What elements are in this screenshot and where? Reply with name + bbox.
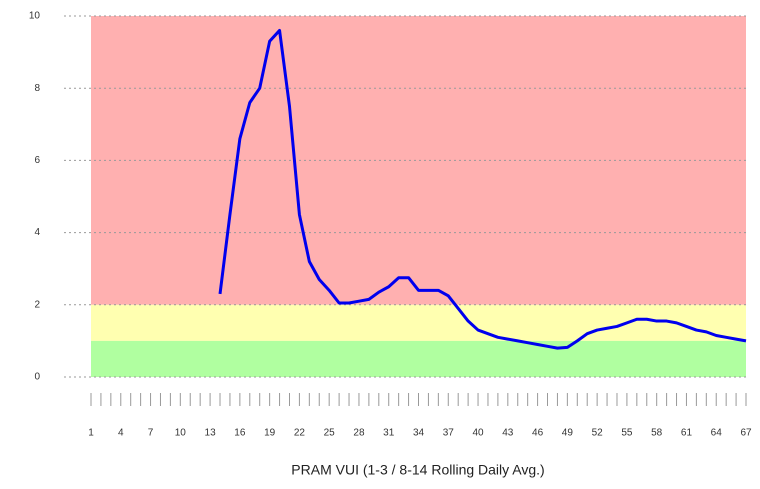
x-tick-label: 61 (681, 428, 693, 439)
x-tick-label: 40 (472, 428, 484, 439)
x-tick-label: 49 (562, 428, 574, 439)
chart-title: PRAM VUI (1-3 / 8-14 Rolling Daily Avg.) (291, 462, 544, 478)
y-tick-label: 4 (34, 227, 40, 238)
x-tick-label: 22 (294, 428, 306, 439)
y-tick-label: 10 (29, 11, 41, 22)
x-tick-label: 37 (443, 428, 455, 439)
x-tick-label: 28 (353, 428, 365, 439)
x-tick-label: 58 (651, 428, 663, 439)
x-tick-label: 25 (324, 428, 336, 439)
x-tick-label: 55 (621, 428, 633, 439)
x-tick-label: 46 (532, 428, 544, 439)
x-tick-label: 19 (264, 428, 276, 439)
data-line (218, 28, 747, 350)
x-tick-label: 34 (413, 428, 425, 439)
y-tick-label: 0 (34, 372, 40, 383)
x-tick-label: 43 (502, 428, 514, 439)
x-tick-label: 13 (205, 428, 217, 439)
y-tick-label: 2 (34, 299, 40, 310)
x-tick-label: 52 (592, 428, 604, 439)
x-tick-label: 16 (234, 428, 246, 439)
x-tick-label: 67 (740, 428, 752, 439)
x-tick-label: 31 (383, 428, 395, 439)
band (91, 304, 746, 341)
x-tick-label: 10 (175, 428, 187, 439)
x-tick-label: 4 (118, 428, 124, 439)
y-tick-label: 6 (34, 155, 40, 166)
x-tick-label: 1 (88, 428, 94, 439)
x-tick-label: 7 (148, 428, 154, 439)
band (91, 340, 746, 377)
y-tick-label: 8 (34, 83, 40, 94)
x-tick-label: 64 (711, 428, 723, 439)
